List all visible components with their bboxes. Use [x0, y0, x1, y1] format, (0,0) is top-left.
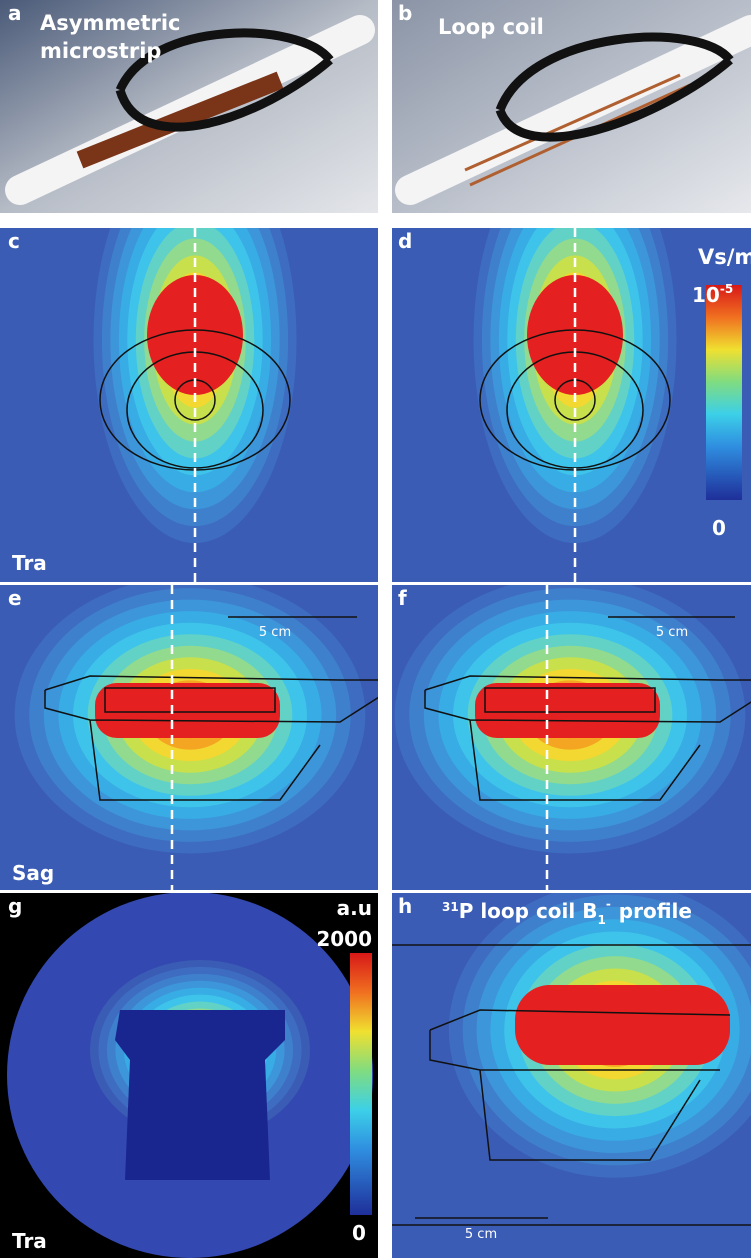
- panel-title: Asymmetric: [40, 11, 181, 35]
- hot-spot: [515, 985, 730, 1065]
- colorbar-unit: a.u: [337, 896, 372, 920]
- panel-label: b: [398, 1, 412, 25]
- panel-label: f: [398, 586, 407, 610]
- map-panel: [392, 870, 751, 1258]
- view-label: Tra: [12, 551, 47, 575]
- svg-text:31P loop coil B1-profile: 31P loop coil B1-profile: [442, 897, 692, 927]
- figure: a Asymmetric microstrip b Loop coil c Tr…: [0, 0, 751, 1258]
- view-label: Tra: [12, 1229, 47, 1253]
- panel-label: h: [398, 894, 412, 918]
- field-maps: [0, 120, 751, 1258]
- panel-title: Loop coil: [438, 15, 544, 39]
- colorbar-max: 2000: [316, 927, 372, 951]
- scale-label: 5 cm: [259, 625, 291, 640]
- scale-label: 5 cm: [656, 625, 688, 640]
- panel-b: b Loop coil: [392, 0, 751, 213]
- scale-label: 5 cm: [465, 1227, 497, 1242]
- coil-void: [115, 1010, 285, 1180]
- title-superscript: -: [606, 897, 611, 911]
- panel-label: a: [8, 1, 22, 25]
- colorbar-exp: -5: [720, 282, 733, 296]
- map-panel: [380, 565, 751, 890]
- hot-spot: [475, 683, 660, 738]
- title-subscript: 1: [597, 913, 605, 927]
- map-panel: [0, 565, 390, 890]
- colorbar-min: 0: [352, 1221, 366, 1245]
- colorbar-max: 10: [692, 283, 720, 307]
- colorbar-min: 0: [712, 516, 726, 540]
- panel-title: P loop coil B: [459, 899, 598, 923]
- title-suffix: profile: [619, 899, 692, 923]
- title-isotope: 31: [442, 900, 459, 914]
- view-label: Sag: [12, 861, 54, 885]
- panel-label: c: [8, 229, 20, 253]
- panel-title: microstrip: [40, 39, 161, 63]
- panel-label: g: [8, 894, 22, 918]
- hot-spot: [95, 683, 280, 738]
- panel-label: e: [8, 586, 22, 610]
- colorbar-unit: Vs/m²: [698, 245, 751, 269]
- panel-label: d: [398, 229, 412, 253]
- panel-a: a Asymmetric microstrip: [0, 0, 378, 213]
